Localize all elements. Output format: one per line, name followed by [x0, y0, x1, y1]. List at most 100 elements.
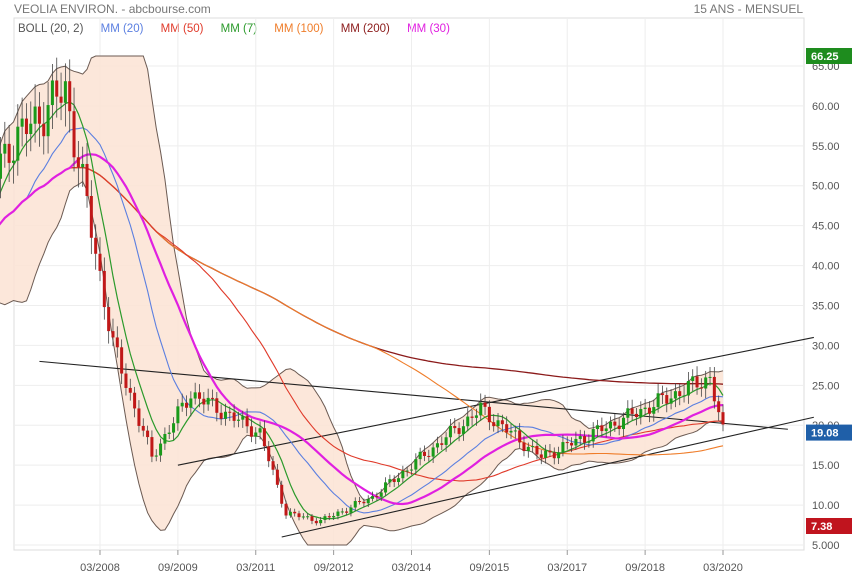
x-axis-ticks: 03/2008 09/2009 03/2011 09/2012 03/2014 09/20… [80, 550, 743, 574]
candle-body [686, 381, 690, 396]
candle-body [280, 484, 284, 504]
candle-body [362, 501, 366, 504]
x-tick-label: 09/2009 [158, 562, 198, 574]
candle-body [409, 469, 414, 471]
candle-body [219, 412, 223, 419]
candle-body [310, 516, 314, 521]
candle-body [466, 416, 470, 427]
candle-body [522, 442, 526, 452]
candle-body [596, 425, 600, 430]
candle-body [660, 393, 664, 396]
candle-body [691, 376, 695, 382]
candle-body [496, 420, 500, 427]
candle-body [172, 423, 176, 433]
candle-body [695, 376, 699, 388]
candle-body [526, 446, 530, 452]
candle-body [215, 398, 219, 413]
candle-body [608, 421, 613, 429]
candle-body [306, 516, 310, 518]
candle-body [353, 501, 357, 508]
candle-body [206, 397, 210, 405]
candle-body [241, 416, 245, 420]
candle-body [578, 436, 582, 439]
candle-body [431, 447, 435, 457]
candle-body [375, 496, 379, 498]
candle-body [470, 416, 474, 418]
candle-body [591, 429, 595, 442]
candle-body [284, 503, 288, 516]
candle-body [236, 419, 240, 421]
candle-body [665, 395, 669, 404]
candle-body [535, 446, 539, 455]
candle-body [539, 454, 543, 458]
candle-body [444, 437, 448, 445]
candle-body [94, 237, 98, 254]
candle-body [29, 123, 33, 135]
candle-body [115, 337, 119, 348]
candle-body [418, 451, 422, 460]
candle-body [159, 443, 163, 456]
candle-body [656, 393, 660, 408]
candle-body [531, 446, 535, 448]
trend-lines [39, 336, 814, 538]
candle-body [461, 426, 465, 434]
x-tick-label: 03/2014 [392, 562, 432, 574]
candle-body [7, 143, 11, 163]
candle-body [617, 425, 621, 430]
chart-period: 15 ANS - MENSUEL [693, 2, 803, 16]
candle-body [435, 443, 439, 448]
candle-body [297, 513, 301, 518]
candle-body [146, 430, 150, 438]
candle-body [570, 442, 574, 446]
legend-mm20: MM (20) [100, 23, 144, 35]
candle-body [500, 420, 504, 425]
candle-body [332, 515, 336, 518]
candle-body [76, 157, 80, 168]
candle-body [50, 80, 54, 106]
price-badge-label: 66.25 [811, 51, 839, 63]
candle-body [483, 402, 487, 407]
candle-body [42, 123, 46, 137]
candle-body [197, 392, 202, 399]
trend-line-down [39, 360, 788, 430]
candle-body [16, 126, 20, 161]
candle-body [150, 437, 154, 457]
candle-body [336, 511, 340, 516]
candle-body [717, 401, 721, 413]
candle-body [384, 482, 388, 493]
candle-body [345, 511, 349, 513]
price-badges: 66.25 19.08 7.38 [806, 48, 852, 534]
candle-body [587, 441, 591, 443]
candle-body [189, 398, 193, 408]
legend-mm100: MM (100) [274, 23, 324, 35]
legend-mm200: MM (200) [340, 23, 390, 35]
candle-body [401, 470, 405, 479]
candle-body [3, 143, 7, 154]
candle-body [314, 520, 318, 524]
price-badge-label: 19.08 [811, 428, 839, 440]
candle-body [678, 391, 682, 396]
candle-body [180, 402, 184, 407]
candle-body [340, 511, 344, 513]
candle-body [358, 501, 362, 503]
candle-body [682, 395, 686, 397]
candle-body [193, 392, 197, 399]
candle-body [176, 406, 180, 424]
candle-body [133, 392, 137, 409]
candle-body [557, 452, 561, 459]
candle-body [548, 450, 552, 453]
x-tick-label: 09/2018 [625, 562, 665, 574]
y-tick-label: 30.00 [812, 340, 840, 352]
trend-line-up-top [177, 336, 814, 466]
y-tick-label: 55.00 [812, 141, 840, 153]
candle-body [68, 81, 72, 112]
candle-body [630, 408, 634, 414]
candle-body [319, 519, 323, 524]
candle-body [487, 406, 491, 423]
candle-body [24, 118, 28, 135]
candle-body [293, 511, 297, 514]
candle-body [453, 425, 457, 429]
candle-body [349, 507, 353, 513]
candle-body [63, 81, 67, 103]
